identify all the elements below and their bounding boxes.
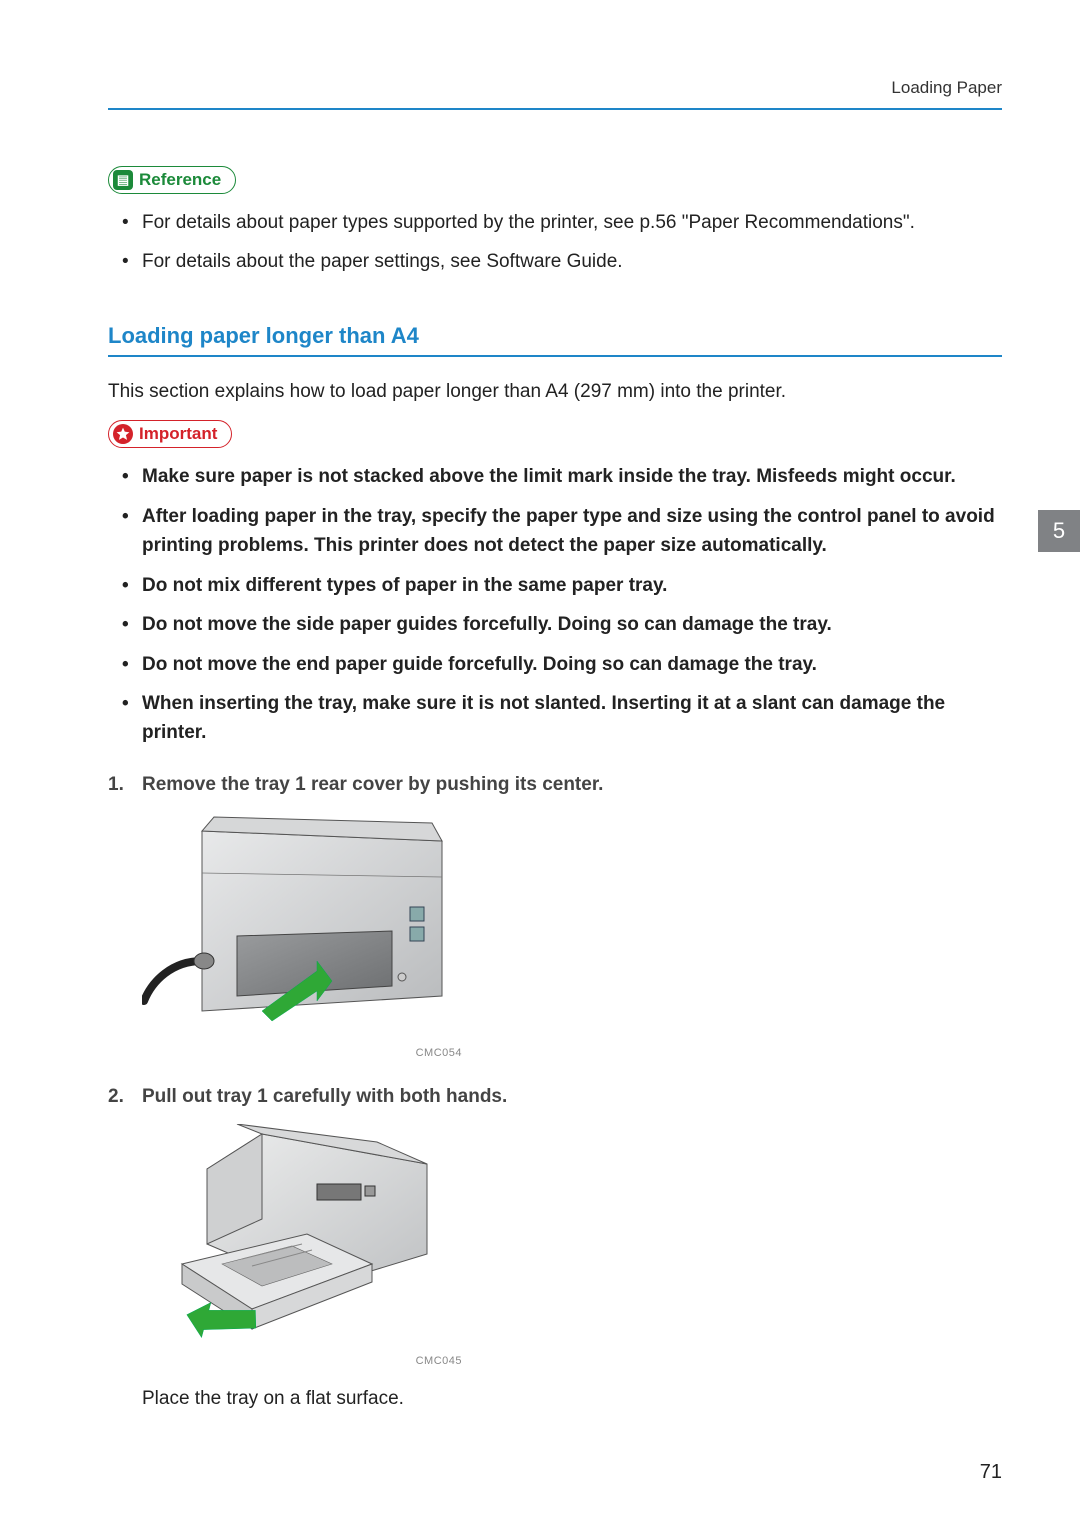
important-label: Important [139, 424, 217, 444]
important-star-icon [113, 424, 133, 444]
reference-item: For details about paper types supported … [142, 208, 1002, 237]
figure-caption: CMC045 [142, 1353, 462, 1370]
step-title: Remove the tray 1 rear cover by pushing … [142, 770, 1002, 799]
step-item: Remove the tray 1 rear cover by pushing … [108, 770, 1002, 1062]
step-item: Pull out tray 1 carefully with both hand… [108, 1082, 1002, 1413]
important-item: Make sure paper is not stacked above the… [142, 462, 1002, 491]
important-item: After loading paper in the tray, specify… [142, 502, 1002, 561]
step-title: Pull out tray 1 carefully with both hand… [142, 1082, 1002, 1111]
page: Loading Paper ▤ Reference For details ab… [0, 0, 1080, 1532]
section-intro: This section explains how to load paper … [108, 377, 1002, 406]
reference-label: Reference [139, 170, 221, 190]
important-item: Do not move the side paper guides forcef… [142, 610, 1002, 639]
figure-caption: CMC054 [142, 1045, 462, 1062]
figure-printer-tray [142, 1124, 442, 1349]
section-rule [108, 355, 1002, 357]
figure-printer-rear [142, 811, 462, 1041]
step-figure [142, 811, 1002, 1041]
important-badge: Important [108, 420, 232, 448]
page-number: 71 [980, 1461, 1002, 1484]
important-item: When inserting the tray, make sure it is… [142, 689, 1002, 748]
step-figure [142, 1124, 1002, 1349]
running-header: Loading Paper [108, 78, 1002, 108]
step-note: Place the tray on a flat surface. [142, 1384, 1002, 1413]
chapter-tab: 5 [1038, 510, 1080, 552]
reference-badge: ▤ Reference [108, 166, 236, 194]
important-item: Do not move the end paper guide forceful… [142, 650, 1002, 679]
section-title: Loading paper longer than A4 [108, 323, 1002, 349]
steps-list: Remove the tray 1 rear cover by pushing … [108, 770, 1002, 1413]
reference-item: For details about the paper settings, se… [142, 247, 1002, 276]
header-rule [108, 108, 1002, 110]
reference-list: For details about paper types supported … [108, 208, 1002, 277]
important-item: Do not mix different types of paper in t… [142, 571, 1002, 600]
important-list: Make sure paper is not stacked above the… [108, 462, 1002, 748]
reference-icon: ▤ [113, 170, 133, 190]
